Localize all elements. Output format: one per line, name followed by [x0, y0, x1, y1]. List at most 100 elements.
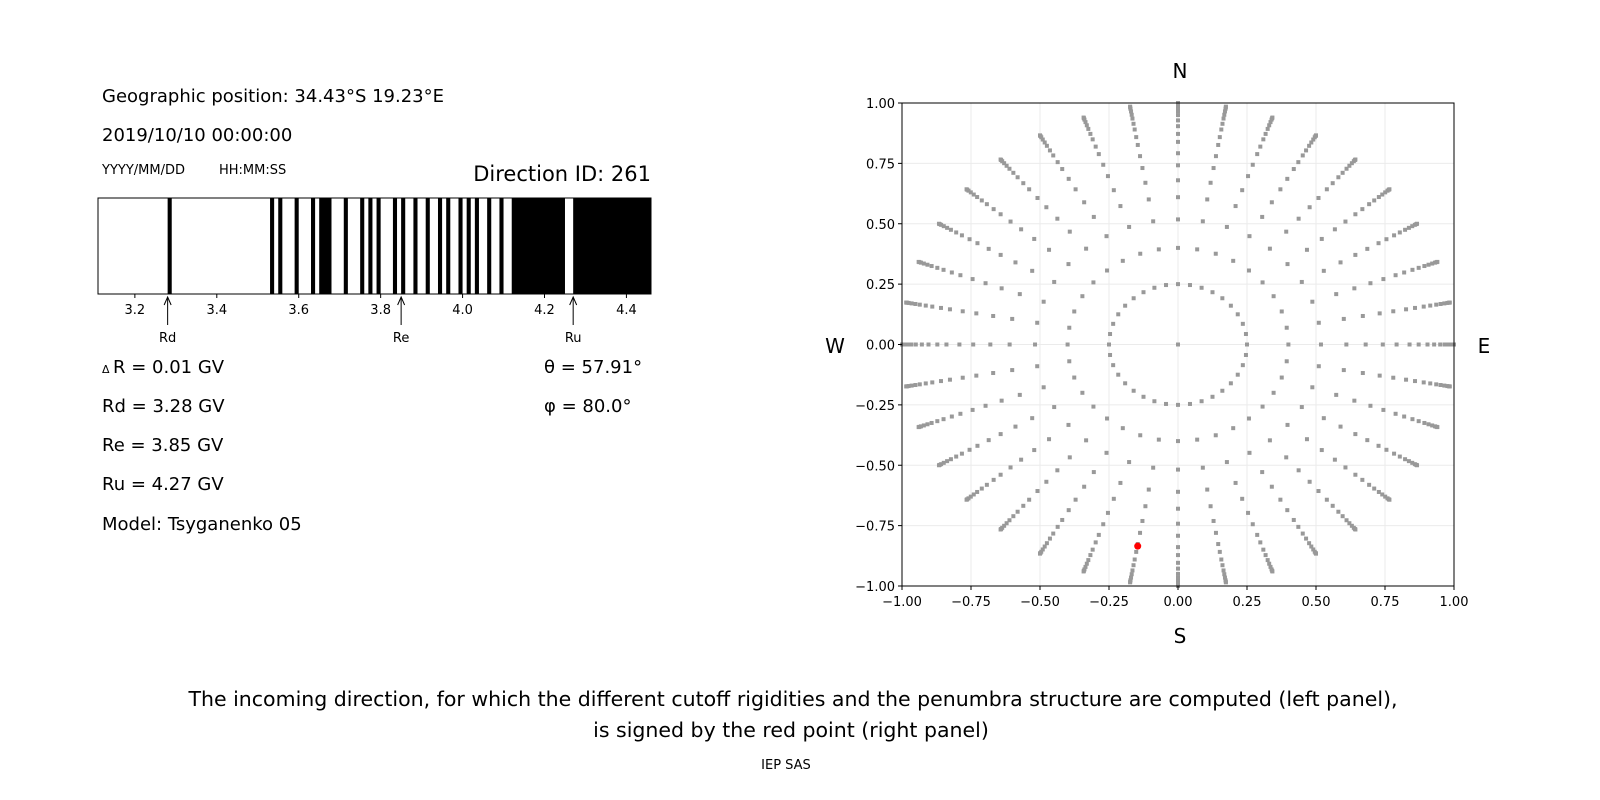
direction-point	[1116, 312, 1121, 317]
direction-point	[938, 305, 943, 310]
direction-point	[1208, 180, 1213, 185]
direction-point	[1387, 497, 1392, 502]
penumbra-black-band	[167, 198, 172, 294]
direction-point	[1316, 320, 1321, 325]
direction-point	[1127, 224, 1132, 229]
direction-point	[1380, 492, 1385, 497]
x-tick-label: 4.4	[616, 303, 637, 318]
direction-point	[1096, 532, 1101, 537]
direction-point	[1060, 167, 1065, 172]
direction-point	[1270, 115, 1275, 120]
direction-point	[959, 233, 964, 238]
direction-point	[1415, 463, 1420, 468]
direction-point	[1066, 422, 1071, 427]
direction-point	[921, 261, 926, 266]
direction-point	[1380, 342, 1385, 347]
direction-point	[1376, 443, 1381, 448]
direction-point	[1047, 437, 1052, 442]
direction-point	[1391, 375, 1396, 380]
direction-point	[1347, 163, 1352, 168]
x-tick-label: −0.50	[1020, 595, 1060, 610]
direction-point	[1187, 283, 1192, 288]
direction-point	[1138, 251, 1143, 256]
direction-point	[1311, 137, 1316, 142]
direction-point	[991, 371, 996, 376]
direction-point	[1176, 109, 1180, 114]
direction-point	[1091, 404, 1096, 409]
direction-point	[1255, 152, 1260, 157]
direction-point	[1213, 530, 1218, 535]
direction-point	[941, 267, 946, 272]
direction-point	[1082, 200, 1087, 205]
direction-point	[1111, 188, 1116, 193]
direction-point	[1088, 131, 1093, 136]
direction-point	[1284, 455, 1289, 460]
ru-value: Ru = 4.27 GV	[102, 474, 224, 495]
direction-point	[1304, 437, 1309, 442]
direction-point	[1128, 104, 1133, 109]
direction-point	[1131, 563, 1136, 568]
direction-point	[1318, 342, 1323, 347]
direction-point	[1021, 503, 1026, 508]
direction-point	[925, 262, 930, 267]
direction-point	[1004, 521, 1009, 526]
direction-point	[1156, 247, 1161, 252]
direction-point	[1176, 163, 1180, 168]
compass-east: E	[1478, 334, 1491, 358]
direction-point	[1304, 148, 1309, 153]
direction-point	[1316, 489, 1321, 494]
direction-point	[999, 286, 1004, 291]
direction-point	[1008, 219, 1013, 224]
direction-point	[1245, 342, 1249, 347]
direction-point	[1088, 553, 1093, 558]
direction-point	[1265, 558, 1270, 563]
delta-r: R = 0.01 GV	[113, 357, 225, 378]
direction-point	[1007, 342, 1012, 347]
direction-point	[1080, 390, 1085, 395]
direction-point	[1205, 197, 1210, 202]
direction-point	[1416, 265, 1421, 270]
x-tick-label: 1.00	[1440, 595, 1469, 610]
direction-point	[1052, 405, 1057, 410]
direction-point	[1073, 187, 1078, 192]
direction-point	[1138, 433, 1143, 438]
direction-point	[1304, 536, 1309, 541]
direction-point	[1176, 151, 1180, 156]
x-tick-label: 3.6	[288, 303, 309, 318]
direction-point	[1319, 236, 1324, 241]
direction-point	[957, 342, 962, 347]
direction-point	[1176, 571, 1180, 576]
direction-point	[1210, 394, 1215, 399]
direction-point	[1269, 200, 1274, 205]
direction-point	[1116, 372, 1121, 377]
direction-point	[1217, 135, 1222, 140]
direction-point	[1336, 175, 1341, 180]
direction-point	[1105, 510, 1110, 515]
direction-point	[1176, 402, 1180, 407]
direction-point	[1309, 544, 1314, 549]
model: Model: Tsyganenko 05	[102, 514, 302, 535]
direction-point	[984, 202, 989, 207]
y-tick-label: −0.50	[855, 459, 895, 474]
direction-point	[1324, 497, 1329, 502]
direction-point	[1410, 460, 1415, 465]
direction-point	[1083, 564, 1088, 569]
direction-point	[909, 383, 914, 388]
direction-point	[1360, 207, 1365, 212]
penumbra-black-band	[499, 198, 504, 294]
direction-point	[991, 477, 996, 482]
direction-point	[1365, 438, 1370, 443]
direction-point	[1271, 390, 1276, 395]
direction-point	[1176, 178, 1180, 183]
direction-point	[949, 270, 954, 275]
direction-point	[1032, 448, 1037, 453]
direction-point	[971, 192, 976, 197]
x-tick-label: 4.0	[452, 303, 473, 318]
direction-point	[1151, 219, 1156, 224]
direction-point	[1428, 303, 1433, 308]
direction-point	[1267, 123, 1272, 128]
direction-point	[919, 342, 924, 347]
direction-point	[1353, 252, 1358, 257]
direction-point	[975, 443, 980, 448]
